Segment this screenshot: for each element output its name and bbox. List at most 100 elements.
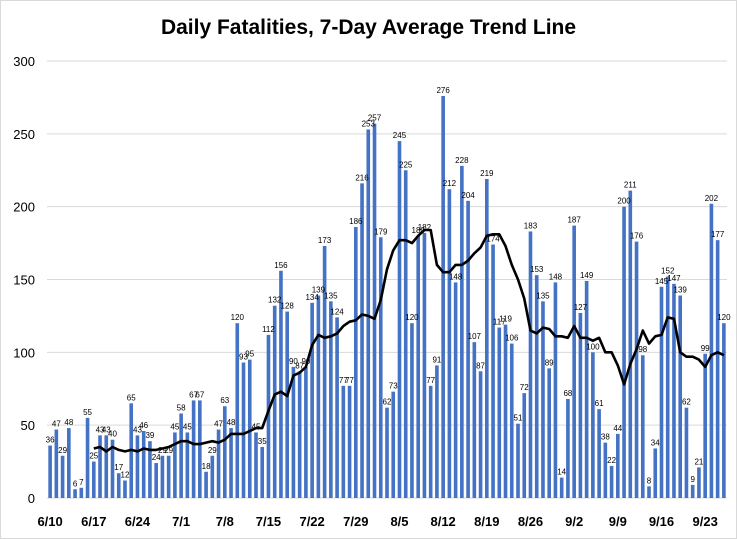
- bar-data-label: 204: [461, 191, 475, 200]
- bar-data-label: 202: [705, 194, 719, 203]
- bar: [622, 206, 626, 498]
- x-tick-label: 8/19: [474, 514, 499, 529]
- bar: [173, 432, 177, 498]
- y-tick-label: 100: [13, 345, 35, 360]
- bar: [472, 342, 477, 498]
- bar-data-label: 40: [108, 430, 117, 439]
- bar-data-label: 93: [239, 353, 248, 362]
- bar-data-label: 43: [133, 425, 142, 434]
- bar-data-label: 29: [164, 446, 173, 455]
- bar-data-label: 51: [514, 414, 523, 423]
- bar-data-label: 12: [121, 471, 130, 480]
- bar-data-label: 216: [355, 173, 369, 182]
- bar: [185, 432, 190, 498]
- bar-data-label: 87: [476, 361, 485, 370]
- bar-data-label: 182: [418, 223, 432, 232]
- bar-data-label: 132: [268, 296, 282, 305]
- x-tick-label: 7/8: [216, 514, 234, 529]
- bar-data-label: 135: [324, 291, 338, 300]
- bar-data-label: 68: [563, 389, 572, 398]
- bar: [715, 240, 720, 499]
- bar-data-label: 39: [145, 431, 154, 440]
- bar-data-label: 219: [480, 169, 494, 178]
- bar-data-label: 17: [114, 463, 123, 472]
- bar: [48, 445, 52, 498]
- bar-data-label: 77: [339, 376, 348, 385]
- bar: [559, 477, 564, 498]
- bar: [297, 371, 302, 498]
- bar: [672, 283, 676, 498]
- x-tick-label: 7/1: [172, 514, 190, 529]
- bar: [491, 244, 495, 498]
- bar-data-label: 47: [52, 420, 61, 429]
- x-tick-label: 8/5: [390, 514, 408, 529]
- bar: [310, 302, 314, 498]
- bar: [647, 486, 651, 498]
- bar-data-label: 212: [443, 179, 457, 188]
- bar-data-label: 253: [362, 119, 376, 128]
- bar: [335, 317, 339, 498]
- bar: [347, 385, 352, 498]
- bar: [534, 275, 539, 498]
- bar: [597, 409, 601, 498]
- bar-data-label: 35: [258, 437, 267, 446]
- gridlines: [47, 60, 727, 499]
- bar-data-label: 90: [289, 357, 298, 366]
- bar-data-label: 124: [330, 307, 344, 316]
- bar: [572, 225, 576, 498]
- bar-data-label: 48: [227, 418, 236, 427]
- bar-data-label: 149: [580, 271, 594, 280]
- bar-data-label: 46: [139, 421, 148, 430]
- bar-data-label: 29: [208, 446, 217, 455]
- bar: [54, 429, 59, 498]
- bar: [697, 467, 701, 498]
- bar-data-label: 63: [220, 396, 229, 405]
- bar-data-label: 120: [405, 313, 419, 322]
- bar: [553, 282, 558, 498]
- bar-data-label: 67: [195, 390, 204, 399]
- bar: [435, 365, 439, 498]
- bar: [678, 295, 683, 498]
- bar-data-label: 177: [711, 230, 725, 239]
- bar: [522, 393, 527, 498]
- bar: [410, 323, 414, 498]
- bar: [104, 435, 109, 498]
- bar: [428, 385, 433, 498]
- y-tick-label: 150: [13, 273, 35, 288]
- bar-data-label: 29: [58, 446, 67, 455]
- bar-data-label: 186: [349, 217, 363, 226]
- bar: [616, 433, 620, 498]
- bar: [304, 366, 308, 498]
- bar: [98, 435, 102, 498]
- x-tick-label: 8/26: [518, 514, 543, 529]
- bar: [684, 407, 689, 498]
- bar-data-label: 43: [102, 425, 111, 434]
- bar-data-label: 211: [624, 181, 637, 190]
- bar: [247, 359, 252, 498]
- bar-data-label: 22: [607, 456, 616, 465]
- bar: [578, 313, 583, 498]
- trend-line-series: [93, 228, 725, 453]
- bar: [441, 95, 445, 499]
- bar: [216, 429, 221, 498]
- bar: [353, 227, 358, 498]
- x-tick-label: 9/9: [609, 514, 627, 529]
- bar-data-label: 127: [574, 303, 588, 312]
- bar-data-label: 24: [152, 453, 161, 462]
- y-axis-ticks: 0 50 100 150 200 250 300: [13, 54, 35, 506]
- x-tick-label: 7/15: [256, 514, 281, 529]
- bar-data-label: 45: [183, 422, 192, 431]
- bar: [135, 435, 140, 498]
- bar: [123, 480, 127, 498]
- x-tick-label: 8/12: [430, 514, 455, 529]
- bar-data-label: 120: [717, 313, 731, 322]
- bar: [690, 484, 695, 498]
- bar-data-label: 89: [545, 358, 554, 367]
- bar-data-label: 73: [389, 382, 398, 391]
- bar-data-label: 62: [383, 398, 392, 407]
- bar: [291, 366, 296, 498]
- bar-data-label: 117: [493, 318, 506, 327]
- bar: [67, 428, 71, 498]
- bar-data-label: 174: [486, 235, 500, 244]
- y-tick-label: 200: [13, 200, 35, 215]
